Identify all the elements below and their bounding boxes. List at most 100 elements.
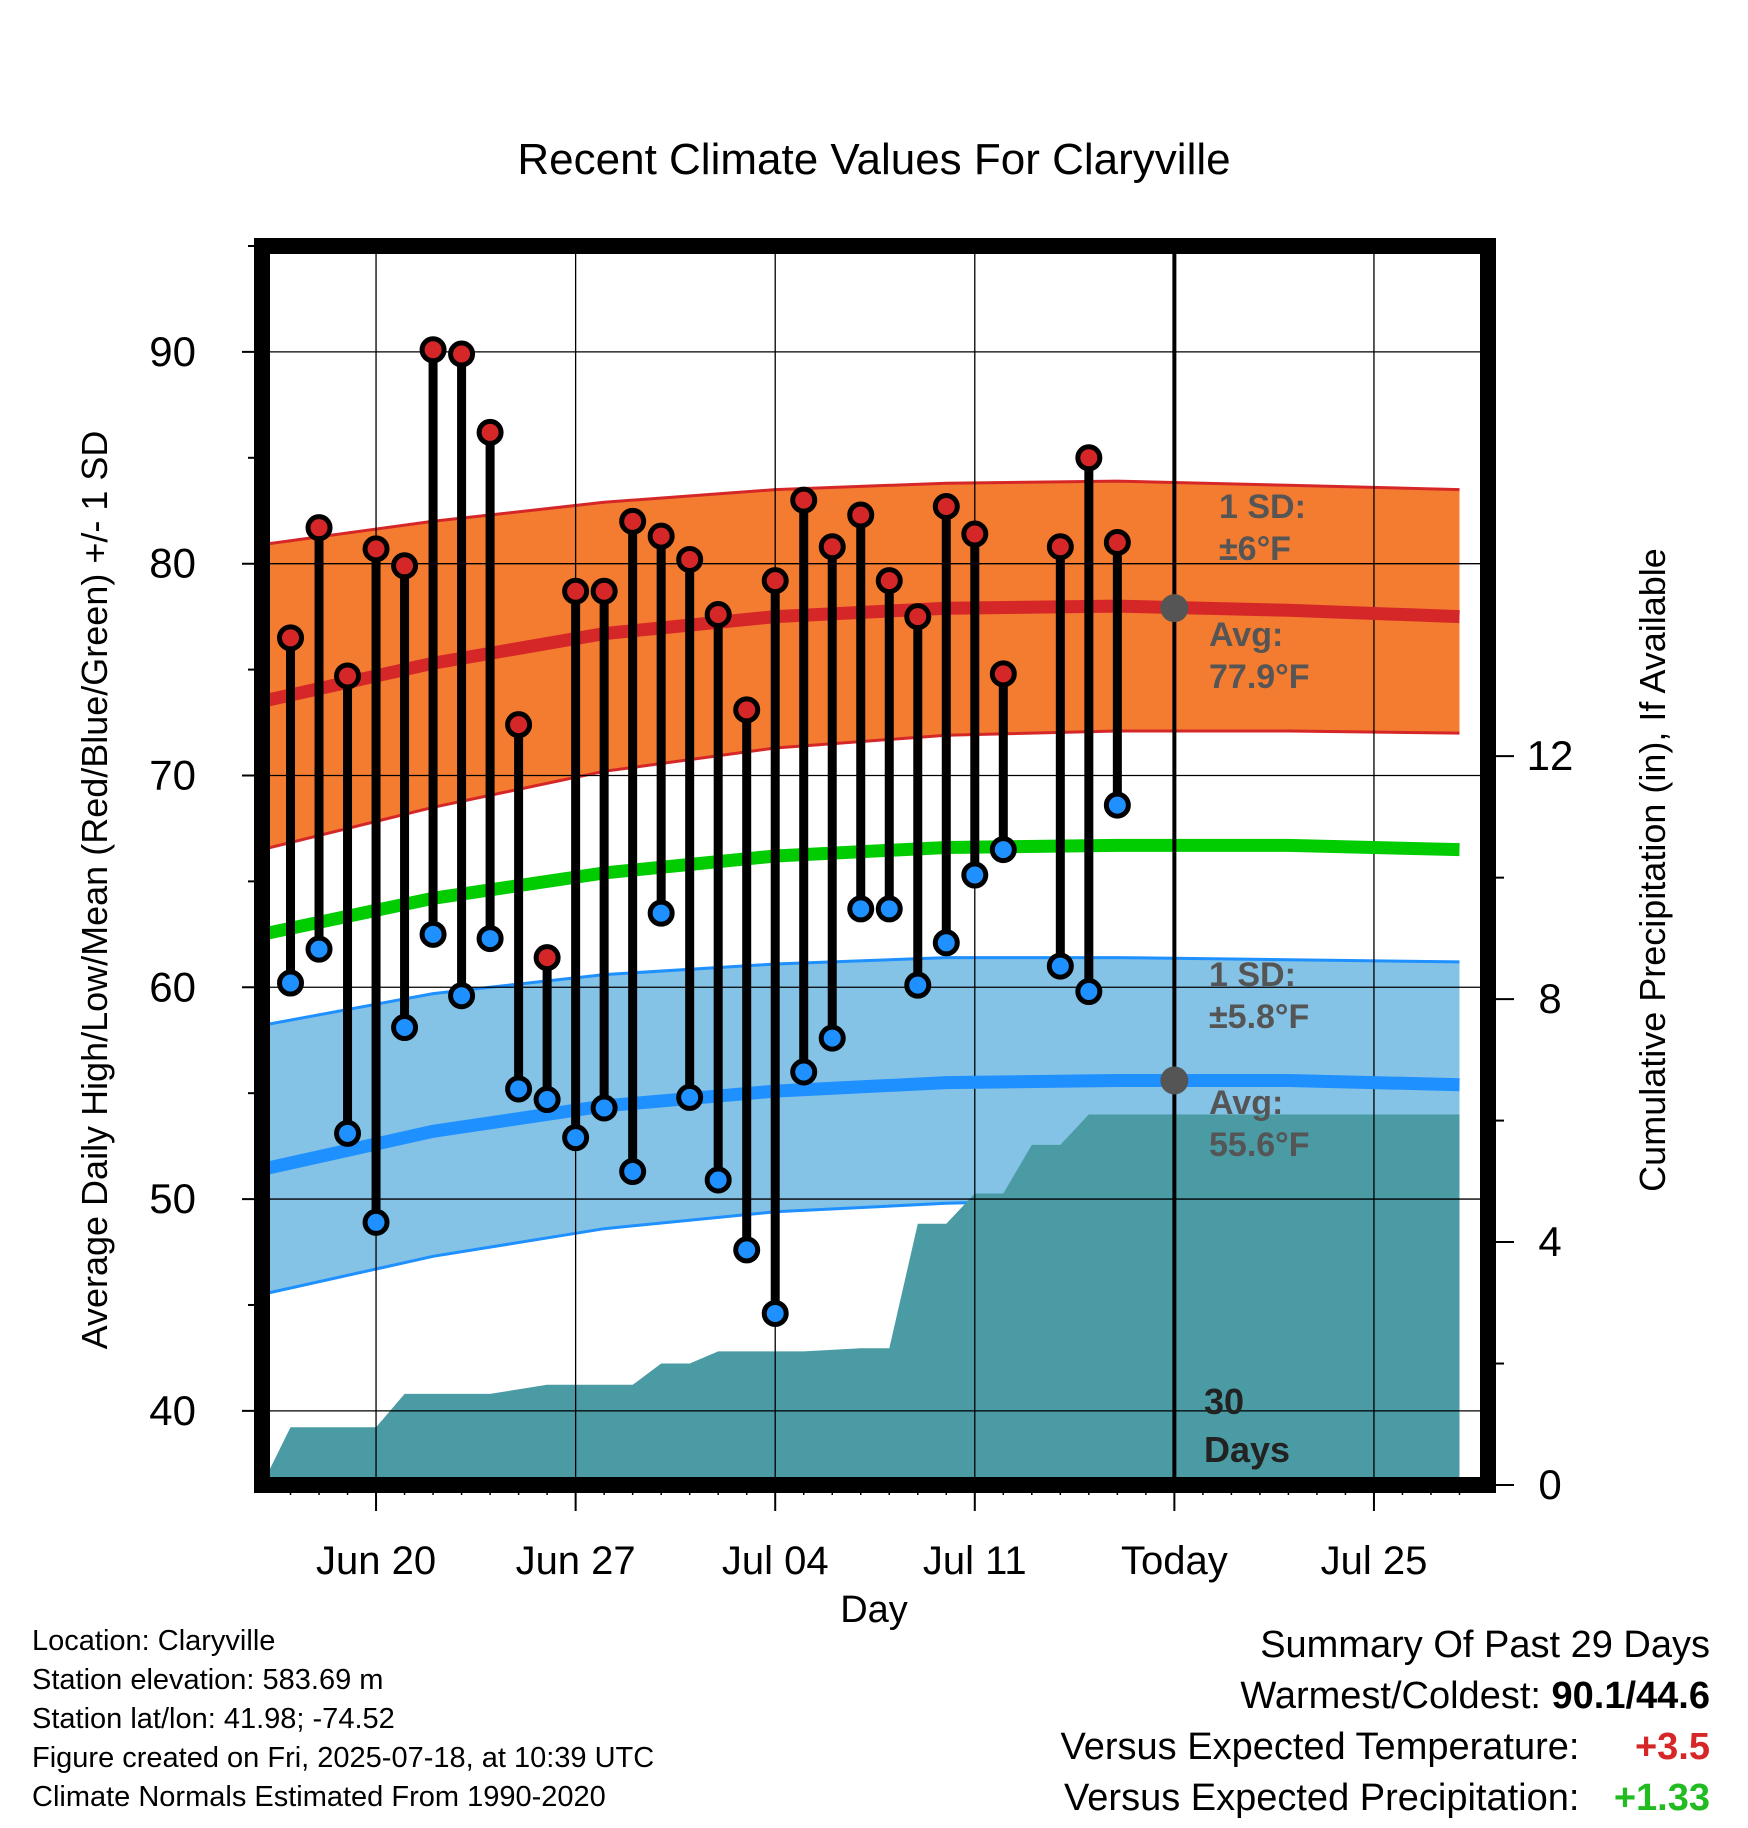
daily-high-point — [676, 545, 704, 573]
temp-label: Versus Expected Temperature: — [1060, 1726, 1580, 1768]
warmest-coldest-label: Warmest/Coldest: — [1240, 1675, 1541, 1717]
high-avg-today-marker — [1160, 594, 1189, 623]
daily-low-point — [305, 935, 333, 963]
daily-high-point — [961, 520, 989, 548]
daily-high-point — [476, 418, 504, 446]
x-tick-label: Today — [1121, 1539, 1228, 1583]
daily-high-point — [847, 501, 875, 529]
daily-high-point — [590, 577, 618, 605]
daily-high-point — [875, 567, 903, 595]
daily-high-point — [619, 507, 647, 535]
precip-value: +1.33 — [1613, 1777, 1710, 1819]
daily-low-point — [476, 925, 504, 953]
low-sd-band — [262, 957, 1460, 1295]
daily-high-point — [533, 944, 561, 972]
normals-text: Climate Normals Estimated From 1990-2020 — [32, 1781, 606, 1813]
precip-label: Versus Expected Precipitation: — [1064, 1777, 1580, 1819]
right-tick-label: 0 — [1538, 1461, 1561, 1508]
today-days-label: 30 Days — [1204, 1381, 1290, 1470]
daily-low-point — [647, 899, 675, 927]
left-tick-label: 50 — [149, 1175, 196, 1222]
summary-title: Summary Of Past 29 Days — [1260, 1624, 1710, 1666]
precip-area — [262, 1114, 1460, 1485]
left-tick-label: 40 — [149, 1387, 196, 1434]
summary-precip: Versus Expected Precipitation: +1.33 — [1061, 1773, 1710, 1824]
right-tick-label: 8 — [1538, 975, 1561, 1022]
daily-low-point — [334, 1119, 362, 1147]
daily-low-point — [391, 1014, 419, 1042]
daily-high-point — [562, 577, 590, 605]
summary-temp: Versus Expected Temperature: +3.5 — [1061, 1722, 1710, 1773]
plot-frame — [254, 238, 1496, 1493]
daily-low-point — [562, 1124, 590, 1152]
daily-low-point — [704, 1166, 732, 1194]
daily-low-point — [761, 1299, 789, 1327]
daily-low-point — [533, 1086, 561, 1114]
daily-high-point — [989, 660, 1017, 688]
low-avg-line — [260, 1074, 1460, 1176]
daily-high-point — [761, 567, 789, 595]
left-tick-label: 90 — [149, 328, 196, 375]
right-tick-label: 12 — [1527, 732, 1574, 779]
x-tick-label: Jun 20 — [316, 1539, 436, 1583]
daily-high-point — [391, 552, 419, 580]
daily-high-point — [277, 624, 305, 652]
daily-high-point — [932, 493, 960, 521]
daily-low-point — [590, 1094, 618, 1122]
daily-low-point — [904, 971, 932, 999]
daily-high-point — [419, 336, 447, 364]
daily-low-point — [875, 895, 903, 923]
y-axis-label-left: Average Daily High/Low/Mean (Red/Blue/Gr… — [74, 431, 115, 1350]
daily-low-point — [505, 1075, 533, 1103]
daily-high-point — [505, 711, 533, 739]
daily-low-point — [847, 895, 875, 923]
daily-low-point — [1103, 791, 1131, 819]
daily-observations — [277, 336, 1131, 1327]
high-sd-annotation: 1 SD: ±6°F — [1219, 488, 1306, 568]
low-sd-annotation: 1 SD: ±5.8°F — [1209, 956, 1309, 1036]
elevation-text: Station elevation: 583.69 m — [32, 1664, 384, 1696]
x-tick-label: Jul 11 — [923, 1539, 1027, 1583]
daily-low-point — [961, 861, 989, 889]
daily-high-point — [647, 522, 675, 550]
left-tick-label: 60 — [149, 963, 196, 1010]
daily-high-point — [790, 486, 818, 514]
daily-high-point — [448, 340, 476, 368]
daily-low-point — [733, 1236, 761, 1264]
daily-high-point — [305, 514, 333, 542]
daily-low-point — [818, 1024, 846, 1052]
daily-high-point — [1075, 444, 1103, 472]
daily-low-point — [989, 836, 1017, 864]
low-avg-annotation: Avg: 55.6°F — [1209, 1084, 1310, 1164]
warmest-coldest-value: 90.1/44.6 — [1551, 1675, 1710, 1717]
chart-title: Recent Climate Values For Claryville — [517, 135, 1230, 184]
x-tick-label: Jul 25 — [1321, 1539, 1428, 1583]
daily-low-point — [448, 982, 476, 1010]
daily-high-point — [1046, 533, 1074, 561]
daily-high-point — [904, 603, 932, 631]
axes: 40 50 60 70 80 90 0 4 8 12 Jun 20 Jun 27 Jul 04 Jul 1… — [149, 238, 1574, 1583]
high-avg-annotation: Avg: 77.9°F — [1209, 616, 1310, 696]
daily-low-point — [277, 969, 305, 997]
latlon-text: Station lat/lon: 41.98; -74.52 — [32, 1703, 395, 1735]
daily-low-point — [419, 920, 447, 948]
created-text: Figure created on Fri, 2025-07-18, at 10… — [32, 1742, 655, 1774]
daily-high-point — [362, 535, 390, 563]
location-text: Location: Claryville — [32, 1625, 276, 1657]
left-tick-label: 80 — [149, 540, 196, 587]
daily-high-point — [704, 601, 732, 629]
temp-value: +3.5 — [1634, 1726, 1710, 1768]
low-avg-today-marker — [1160, 1066, 1189, 1095]
daily-low-point — [790, 1058, 818, 1086]
summary-block: Summary Of Past 29 Days Warmest/Coldest:… — [1061, 1620, 1710, 1824]
daily-high-point — [733, 696, 761, 724]
daily-high-point — [818, 533, 846, 561]
y-axis-label-right: Cumulative Precipitation (in), If Availa… — [1632, 548, 1673, 1192]
left-tick-label: 70 — [149, 751, 196, 798]
precip-cumulative-area — [262, 1114, 1460, 1485]
daily-low-point — [932, 929, 960, 957]
x-axis-label: Day — [840, 1589, 908, 1631]
daily-high-point — [1103, 529, 1131, 557]
annotations: 1 SD: ±6°F Avg: 77.9°F 1 SD: ±5.8°F Avg: 55.6°F… — [1160, 488, 1310, 1470]
daily-low-point — [1046, 952, 1074, 980]
